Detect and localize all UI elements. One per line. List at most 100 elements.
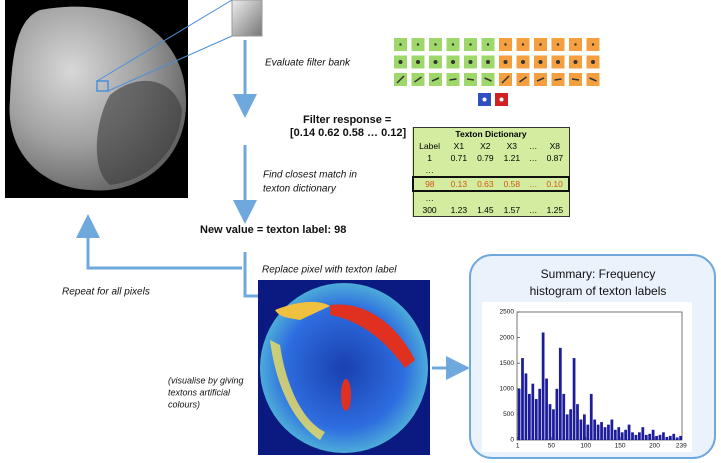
empty-cell <box>499 191 525 204</box>
empty-cell <box>525 191 541 204</box>
y-tick-label: 2000 <box>500 334 515 341</box>
filter-glyph <box>573 60 578 64</box>
bar <box>517 388 521 440</box>
bar <box>586 424 590 440</box>
bar <box>658 434 662 440</box>
empty-cell <box>525 164 541 177</box>
empty-cell <box>541 164 569 177</box>
table-title-row: Texton Dictionary <box>413 128 569 141</box>
table-row: … <box>413 164 569 177</box>
bar <box>579 419 583 440</box>
filter-glyph <box>466 78 475 81</box>
table-cell: 0.63 <box>472 176 499 192</box>
zoom-line <box>107 35 233 92</box>
step-text: Repeat for all pixels <box>62 287 150 298</box>
bar <box>596 424 600 440</box>
table-row: 98 0.13 0.63 0.58… 0.10 <box>412 176 570 192</box>
filter-glyph <box>414 76 422 83</box>
bar <box>600 422 603 440</box>
heat-red <box>330 304 415 368</box>
filter-glyph <box>416 43 420 46</box>
bar <box>541 332 545 440</box>
step-text: Filter response = <box>303 114 391 126</box>
filter-glyph <box>398 60 403 64</box>
note: textons artificial <box>168 387 231 397</box>
bar <box>651 429 655 440</box>
return-arrow <box>76 214 242 270</box>
note: (visualise by giving <box>168 375 244 385</box>
table-cell: 0.87 <box>546 153 564 163</box>
table-cell: … <box>525 176 542 192</box>
bar <box>617 427 621 440</box>
bar <box>620 432 624 440</box>
x-tick-label: 150 <box>615 443 626 450</box>
header-cell: X3 <box>506 141 518 151</box>
table-cell: 0.79 <box>477 153 494 163</box>
bar <box>545 378 548 440</box>
table-cell: 300 <box>422 205 437 215</box>
summary-title: histogram of texton labels <box>530 284 667 298</box>
filter-glyph <box>589 77 597 82</box>
y-tick-label: 500 <box>503 411 514 418</box>
heat-yellow <box>275 301 330 320</box>
table-row: … <box>413 191 569 204</box>
filter-glyph <box>451 60 455 64</box>
filter-glyph <box>468 60 473 64</box>
x-tick-label: 200 <box>649 443 660 450</box>
filter-glyph <box>484 77 492 82</box>
x-tick-label: 239 <box>676 443 687 450</box>
bar <box>679 435 682 440</box>
bar <box>593 419 597 440</box>
empty-cell <box>472 164 498 177</box>
bar <box>538 388 542 440</box>
filter-glyph <box>591 60 595 64</box>
filter-glyph <box>519 76 527 83</box>
bar <box>634 434 638 440</box>
bar <box>555 388 559 440</box>
filter-glyph <box>591 43 595 46</box>
table-cell: … <box>425 193 434 203</box>
bar <box>572 358 576 440</box>
filter-glyph <box>486 43 490 46</box>
bar <box>627 424 631 440</box>
bar <box>644 434 648 440</box>
header-cell: … <box>528 141 538 151</box>
bar <box>641 427 645 440</box>
bar <box>589 393 593 440</box>
bar <box>603 427 607 440</box>
step-text: texton dictionary <box>263 184 337 195</box>
step-text: Replace pixel with texton label <box>262 265 397 276</box>
empty-cell <box>446 164 472 177</box>
bar <box>613 429 617 440</box>
x-tick-label: 1 <box>516 443 520 450</box>
header-cell: Label <box>419 141 440 151</box>
table-cell: … <box>425 165 434 175</box>
note: colours) <box>168 399 200 409</box>
bar <box>534 399 538 440</box>
filter-glyph <box>486 60 490 64</box>
table-header: Label X1 X2 X3 … X8 <box>413 140 569 152</box>
heat-red <box>341 379 351 411</box>
bar <box>638 432 641 440</box>
filter-glyph <box>449 78 457 81</box>
empty-cell <box>472 191 498 204</box>
bar <box>668 435 672 440</box>
filter-glyph <box>574 43 577 46</box>
table-cell: 1.23 <box>450 205 468 215</box>
filter-glyph <box>503 60 508 64</box>
embryo-dark <box>96 80 182 185</box>
bar <box>655 435 658 440</box>
filter-glyph <box>451 43 455 46</box>
filter-glyph <box>554 78 562 81</box>
table-cell: 98 <box>412 176 446 192</box>
table-cell: 1.57 <box>503 205 521 215</box>
filter-glyph <box>556 60 560 64</box>
bar <box>552 409 555 440</box>
zoom-line <box>96 0 233 82</box>
filter-glyph <box>396 75 405 84</box>
step-text: Evaluate filter bank <box>265 58 351 69</box>
filter-glyph <box>482 97 487 102</box>
filter-glyph <box>536 77 545 82</box>
filter-glyph <box>434 43 437 46</box>
